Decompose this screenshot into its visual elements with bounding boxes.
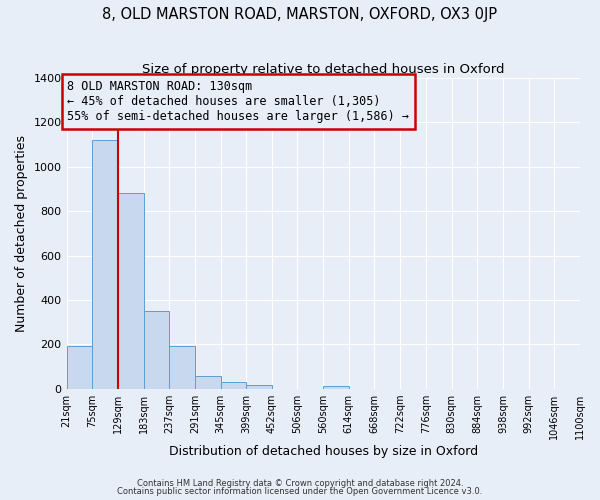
Bar [92,140,118,389]
Bar [143,311,169,389]
Bar [221,382,247,389]
Text: 8 OLD MARSTON ROAD: 130sqm
← 45% of detached houses are smaller (1,305)
55% of s: 8 OLD MARSTON ROAD: 130sqm ← 45% of deta… [67,80,409,122]
X-axis label: Distribution of detached houses by size in Oxford: Distribution of detached houses by size … [169,444,478,458]
Bar [323,386,349,389]
Bar [195,376,221,389]
Bar [247,385,272,389]
Bar [169,346,195,389]
Text: Contains HM Land Registry data © Crown copyright and database right 2024.: Contains HM Land Registry data © Crown c… [137,478,463,488]
Bar [67,346,92,389]
Title: Size of property relative to detached houses in Oxford: Size of property relative to detached ho… [142,62,505,76]
Text: 8, OLD MARSTON ROAD, MARSTON, OXFORD, OX3 0JP: 8, OLD MARSTON ROAD, MARSTON, OXFORD, OX… [103,8,497,22]
Y-axis label: Number of detached properties: Number of detached properties [15,135,28,332]
Text: Contains public sector information licensed under the Open Government Licence v3: Contains public sector information licen… [118,487,482,496]
Bar [118,194,143,389]
